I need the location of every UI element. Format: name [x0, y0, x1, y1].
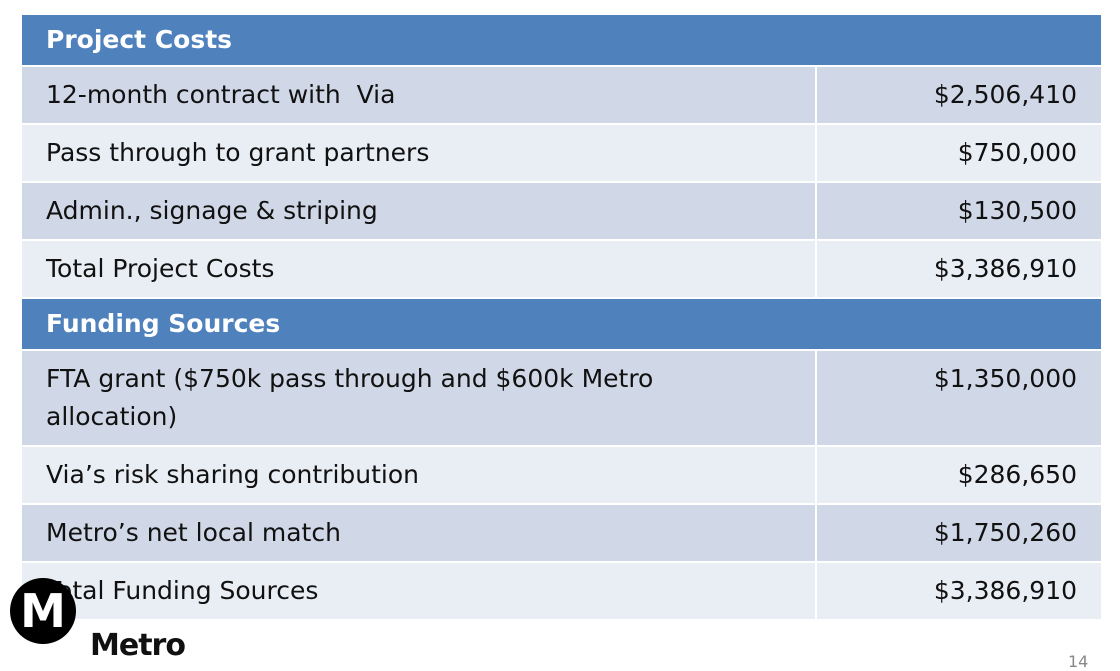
table-row: Admin., signage & striping $130,500 [22, 183, 1101, 239]
logo-mark: M [10, 578, 76, 644]
item-amount: $3,386,910 [817, 563, 1101, 619]
table-row: Via’s risk sharing contribution $286,650 [22, 447, 1101, 503]
page-number: 14 [1068, 652, 1089, 671]
item-amount: $1,750,260 [817, 505, 1101, 561]
item-label: Total Funding Sources [22, 563, 815, 619]
item-label: Total Project Costs [22, 241, 815, 297]
item-amount: $130,500 [817, 183, 1101, 239]
logo-name: Metro [90, 628, 186, 663]
section-header: Project Costs [22, 15, 1101, 65]
table-row: Pass through to grant partners $750,000 [22, 125, 1101, 181]
item-label: Via’s risk sharing contribution [22, 447, 815, 503]
cost-table: Project Costs 12-month contract with Via $… [22, 15, 1101, 621]
item-amount: $3,386,910 [817, 241, 1101, 297]
item-label: 12-month contract with Via [22, 67, 815, 123]
item-amount: $2,506,410 [817, 67, 1101, 123]
item-amount: $286,650 [817, 447, 1101, 503]
item-label: Pass through to grant partners [22, 125, 815, 181]
item-label: Metro’s net local match [22, 505, 815, 561]
item-label: FTA grant ($750k pass through and $600k … [22, 351, 815, 445]
table-row: FTA grant ($750k pass through and $600k … [22, 351, 1101, 445]
table-row: 12-month contract with Via $2,506,410 [22, 67, 1101, 123]
item-amount: $750,000 [817, 125, 1101, 181]
item-amount: $1,350,000 [817, 351, 1101, 445]
section-header: Funding Sources [22, 299, 1101, 349]
table-row: Total Project Costs $3,386,910 [22, 241, 1101, 297]
table-row: Total Funding Sources $3,386,910 [22, 563, 1101, 619]
item-label: Admin., signage & striping [22, 183, 815, 239]
table-row: Metro’s net local match $1,750,260 [22, 505, 1101, 561]
